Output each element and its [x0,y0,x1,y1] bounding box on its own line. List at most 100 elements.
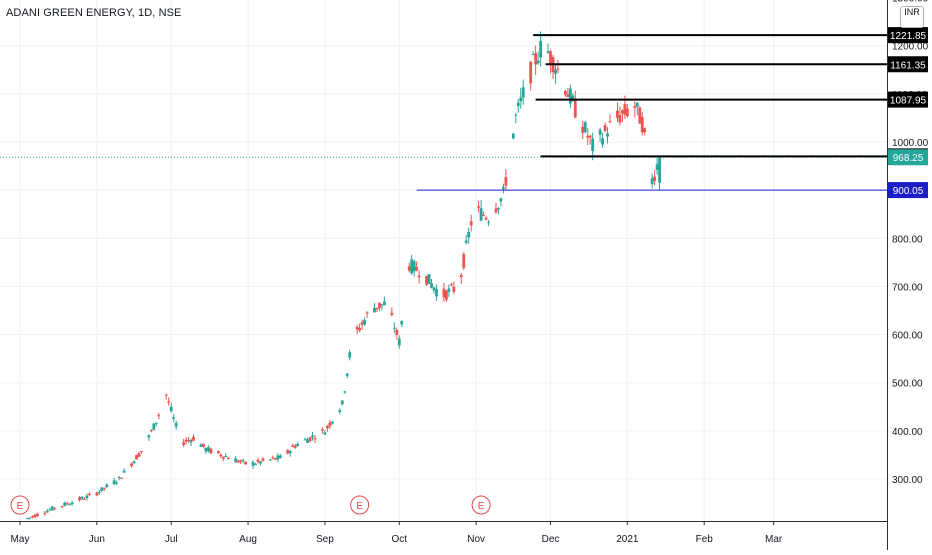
candle-body[interactable] [635,102,639,107]
candle-body[interactable] [239,460,243,462]
candle-body[interactable] [360,322,364,325]
candle-body[interactable] [296,443,300,446]
candle-body[interactable] [97,491,101,493]
candle-body[interactable] [202,443,205,447]
candle-body[interactable] [618,114,622,123]
candle-body[interactable] [514,114,518,116]
candle-body[interactable] [140,450,143,452]
candle-body[interactable] [655,164,659,170]
candle-body[interactable] [221,456,225,459]
candle-body[interactable] [330,421,334,424]
candle-body[interactable] [226,457,230,460]
candle-body[interactable] [640,116,644,133]
candle-body[interactable] [499,198,503,202]
candle-body[interactable] [516,102,520,106]
candle-body[interactable] [380,304,384,306]
candle-body[interactable] [60,506,64,508]
candle-body[interactable] [112,480,116,485]
candle-body[interactable] [534,53,538,65]
candle-body[interactable] [157,415,161,417]
candle-body[interactable] [115,482,119,484]
candle-body[interactable] [43,513,47,515]
candle-body[interactable] [174,422,178,427]
candle-body[interactable] [68,504,71,506]
candle-body[interactable] [591,138,595,152]
candle-body[interactable] [251,462,255,466]
candle-body[interactable] [447,288,451,292]
candle-body[interactable] [120,477,124,479]
candle-body[interactable] [35,513,39,517]
candle-body[interactable] [241,459,245,461]
candle-body[interactable] [184,439,188,442]
candle-body[interactable] [254,463,257,465]
candle-body[interactable] [169,406,173,412]
candle-body[interactable] [53,507,57,509]
candle-body[interactable] [432,287,436,291]
candle-body[interactable] [477,206,481,208]
candle-body[interactable] [154,422,158,424]
candle-body[interactable] [216,451,220,454]
candle-body[interactable] [199,444,203,447]
candle-body[interactable] [80,496,84,499]
candle-body[interactable] [326,426,329,429]
candle-body[interactable] [149,430,153,432]
candle-body[interactable] [259,461,262,464]
earnings-marker[interactable] [350,495,370,515]
candle-body[interactable] [546,51,550,53]
candle-body[interactable] [321,429,324,431]
candle-body[interactable] [601,138,604,145]
candle-body[interactable] [400,320,404,325]
candle-body[interactable] [633,106,637,108]
candle-body[interactable] [568,88,572,104]
candle-body[interactable] [172,417,176,419]
candle-body[interactable] [130,463,133,467]
candle-body[interactable] [563,91,567,95]
candle-body[interactable] [581,126,585,133]
candle-body[interactable] [397,338,401,346]
candle-body[interactable] [343,391,347,393]
candle-body[interactable] [623,104,627,115]
candle-body[interactable] [494,208,498,213]
candle-body[interactable] [571,95,575,101]
candle-body[interactable] [625,108,629,117]
candle-body[interactable] [256,459,260,462]
earnings-marker[interactable] [471,495,491,515]
candle-body[interactable] [219,454,223,457]
candle-body[interactable] [469,221,473,226]
candle-body[interactable] [207,447,210,452]
candle-body[interactable] [554,69,557,74]
candle-body[interactable] [63,502,67,506]
candle-body[interactable] [308,437,312,442]
candle-body[interactable] [427,274,431,284]
candle-body[interactable] [395,329,399,336]
candle-body[interactable] [373,307,376,313]
candle-body[interactable] [26,518,29,520]
candle-body[interactable] [410,259,414,274]
candle-body[interactable] [511,133,515,139]
candle-body[interactable] [288,451,292,454]
candle-body[interactable] [182,442,186,446]
candle-body[interactable] [348,352,352,358]
candle-body[interactable] [462,254,466,268]
candle-body[interactable] [375,307,379,310]
candle-body[interactable] [603,125,607,131]
candle-body[interactable] [435,289,438,297]
candle-body[interactable] [442,288,446,298]
candle-body[interactable] [383,301,386,305]
candle-body[interactable] [65,503,69,505]
candle-body[interactable] [412,261,416,272]
candle-body[interactable] [122,470,126,473]
candle-body[interactable] [306,439,309,443]
candle-body[interactable] [566,94,570,98]
candle-body[interactable] [261,458,265,461]
candle-body[interactable] [417,275,421,278]
candle-body[interactable] [365,312,369,314]
candle-body[interactable] [658,157,661,183]
candle-body[interactable] [415,267,419,271]
candle-body[interactable] [484,217,488,220]
candle-body[interactable] [407,266,411,271]
candle-body[interactable] [504,177,508,186]
candle-body[interactable] [189,440,193,443]
